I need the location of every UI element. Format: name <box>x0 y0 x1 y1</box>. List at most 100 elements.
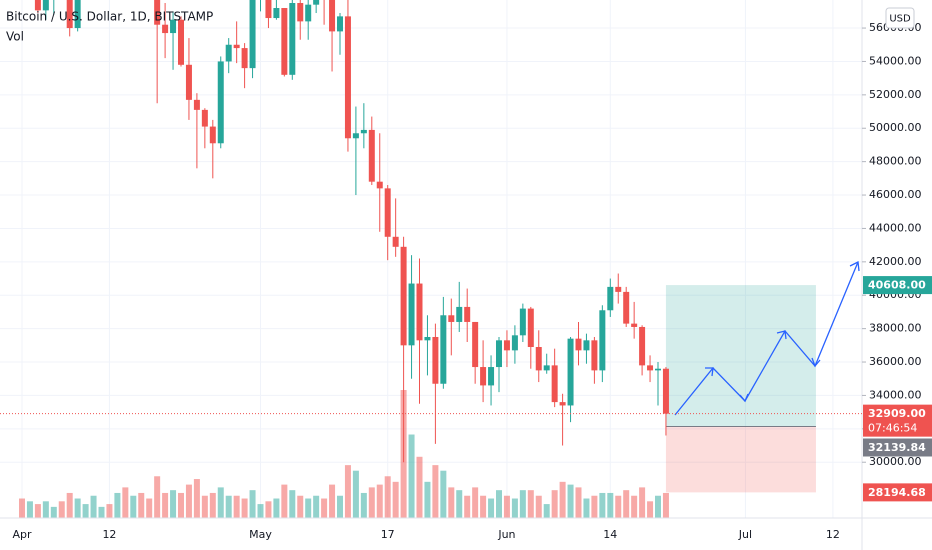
candle-body <box>201 109 208 127</box>
x-tick-label: 12 <box>826 528 840 541</box>
y-tick-label: 46000.00 <box>869 188 922 201</box>
entry-label-box <box>863 438 932 457</box>
candle-body <box>233 44 240 49</box>
volume-bar <box>74 498 81 518</box>
candle-body <box>193 99 200 110</box>
volume-bar <box>297 495 304 518</box>
volume-bar <box>146 498 153 518</box>
candle-body <box>583 340 590 351</box>
candle-body <box>647 365 654 371</box>
candle-body <box>591 340 598 371</box>
volume-bar <box>90 495 97 518</box>
candle-body <box>360 129 367 134</box>
y-tick-label: 54000.00 <box>869 54 922 67</box>
volume-bar <box>591 495 598 518</box>
volume-bar <box>464 495 471 518</box>
volume-bar <box>615 495 622 518</box>
candle-body <box>527 308 534 348</box>
volume-bar <box>281 484 288 518</box>
candle-body <box>178 19 184 65</box>
candle-body <box>496 340 502 368</box>
candle-body <box>519 308 526 336</box>
volume-bar <box>185 484 192 518</box>
volume-bar <box>360 492 367 518</box>
countdown: 07:46:54 <box>868 422 917 435</box>
volume-bar <box>26 501 33 518</box>
volume-bar <box>448 487 455 518</box>
candle-body <box>66 0 73 29</box>
candle-body <box>217 61 224 144</box>
y-tick-label: 38000.00 <box>869 322 922 335</box>
position-tool[interactable] <box>665 285 816 493</box>
candle-body <box>34 0 41 11</box>
volume-bar <box>496 490 502 518</box>
volume-bar <box>138 492 145 518</box>
volume-bar <box>352 470 359 518</box>
candle-body <box>209 126 216 144</box>
candle-body <box>329 0 336 32</box>
volume-bar <box>647 501 654 518</box>
volume-bar <box>257 504 264 518</box>
y-tick-label: 50000.00 <box>869 121 922 134</box>
entry-label: 32139.84 <box>868 441 926 454</box>
volume-bar <box>480 495 487 518</box>
volume-bar <box>154 476 161 518</box>
candle-body <box>392 236 399 247</box>
candle-body <box>384 188 391 237</box>
candle-body <box>424 336 431 341</box>
candle-body <box>480 367 487 386</box>
candle-body <box>607 286 614 311</box>
candle-body <box>289 3 296 75</box>
volume-bar <box>217 487 224 518</box>
volume-bar <box>599 492 606 518</box>
candle-body <box>655 368 661 371</box>
y-tick-label: 42000.00 <box>869 255 922 268</box>
candle-body <box>615 286 622 292</box>
volume-bar <box>662 492 669 518</box>
candle-body <box>337 16 343 32</box>
candle-body <box>297 3 304 22</box>
volume-bar <box>34 504 41 518</box>
candle-body <box>185 64 192 100</box>
candle-body <box>170 19 177 34</box>
candle-body <box>631 323 638 327</box>
candles <box>34 0 669 463</box>
currency: USD <box>889 14 911 25</box>
candle-body <box>567 338 574 406</box>
last-price-label: 32909.00 <box>868 407 926 420</box>
candle-body <box>448 315 455 322</box>
currency-box[interactable] <box>885 7 915 29</box>
candle-body <box>344 16 351 139</box>
stop-label-box <box>863 483 932 502</box>
volume-bar <box>551 490 558 518</box>
volume-label: Vol <box>6 30 24 44</box>
loss-zone <box>665 426 816 493</box>
projection-path[interactable] <box>674 261 859 416</box>
y-tick-label: 44000.00 <box>869 221 922 234</box>
volume-bar <box>408 434 415 518</box>
candle-body <box>623 291 630 324</box>
candle-body <box>662 368 669 414</box>
candle-body <box>543 365 550 371</box>
volume-bars <box>19 390 669 518</box>
volume-bar <box>265 501 272 518</box>
candle-body <box>376 181 383 189</box>
candle-body <box>313 0 320 5</box>
volume-bar <box>122 487 129 518</box>
volume-bar <box>162 492 169 518</box>
candle-body <box>456 306 463 322</box>
volume-bar <box>488 498 495 518</box>
volume-bar <box>559 481 566 518</box>
candle-body <box>162 24 169 34</box>
x-tick-label: Jun <box>497 528 515 541</box>
candle-body <box>265 0 272 19</box>
volume-bar <box>225 495 232 518</box>
candle-body <box>42 0 49 11</box>
volume-bar <box>535 495 542 518</box>
candle-body <box>416 283 423 341</box>
y-tick-label: 36000.00 <box>869 355 922 368</box>
volume-bar <box>19 498 25 518</box>
volume-bar <box>114 492 121 518</box>
volume-bar <box>432 465 439 518</box>
